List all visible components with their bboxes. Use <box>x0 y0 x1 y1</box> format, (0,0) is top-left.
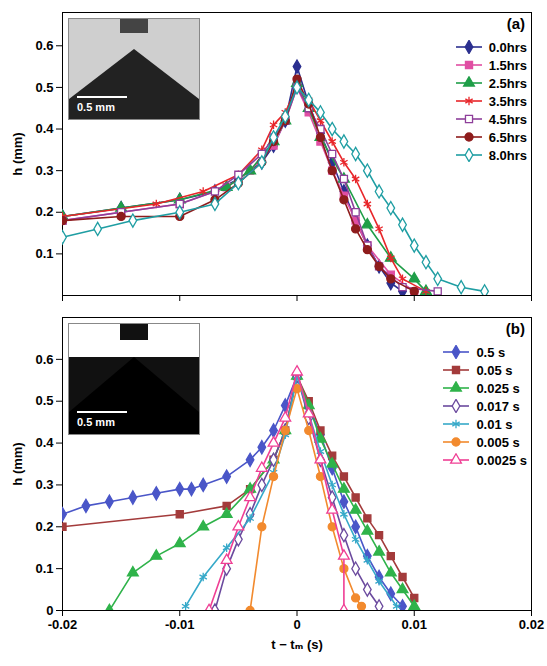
svg-text:0.02: 0.02 <box>519 617 544 632</box>
svg-text:h (mm): h (mm) <box>10 442 25 485</box>
svg-text:0.01: 0.01 <box>402 617 427 632</box>
svg-text:0.5: 0.5 <box>35 80 53 95</box>
svg-text:t − tₘ (s): t − tₘ (s) <box>271 637 323 652</box>
html-text:8.0hrs: 8.0hrs <box>488 147 527 163</box>
html-text:(a): (a) <box>506 15 525 32</box>
svg-text:0.6: 0.6 <box>35 352 53 367</box>
svg-text:0.2: 0.2 <box>35 519 53 534</box>
svg-text:0.6: 0.6 <box>35 38 53 53</box>
html-text:0.017 s: 0.017 s <box>476 398 520 414</box>
html-text:2.5hrs: 2.5hrs <box>488 75 527 91</box>
html-text:0.025 s: 0.025 s <box>476 380 520 396</box>
svg-text:0.5 mm: 0.5 mm <box>77 416 115 428</box>
html-text:0.0025 s: 0.0025 s <box>476 452 527 468</box>
svg-text:0: 0 <box>293 617 300 632</box>
svg-text:0.1: 0.1 <box>35 561 53 576</box>
svg-text:0: 0 <box>46 603 53 618</box>
svg-text:0.3: 0.3 <box>35 477 53 492</box>
html-text:1.5hrs: 1.5hrs <box>488 57 527 73</box>
html-text:3.5hrs: 3.5hrs <box>488 93 527 109</box>
svg-text:0.5 mm: 0.5 mm <box>77 101 115 113</box>
svg-text:-0.02: -0.02 <box>48 617 78 632</box>
svg-text:0.4: 0.4 <box>35 121 54 136</box>
svg-text:0.1: 0.1 <box>35 246 53 261</box>
svg-text:h (mm): h (mm) <box>10 132 25 175</box>
html-text:0.0hrs: 0.0hrs <box>488 39 527 55</box>
svg-text:-0.01: -0.01 <box>165 617 195 632</box>
html-text:(b): (b) <box>505 320 525 337</box>
html-text:0.01 s: 0.01 s <box>476 416 513 432</box>
svg-text:0.5: 0.5 <box>35 393 53 408</box>
html-text:4.5hrs: 4.5hrs <box>488 111 527 127</box>
html-text:0.005 s: 0.005 s <box>476 434 520 450</box>
html-text:6.5hrs: 6.5hrs <box>488 129 527 145</box>
html-text:0.5 s: 0.5 s <box>476 344 506 360</box>
svg-text:0.3: 0.3 <box>35 163 53 178</box>
svg-text:0.2: 0.2 <box>35 204 53 219</box>
svg-text:0.4: 0.4 <box>35 435 54 450</box>
html-text:0.05 s: 0.05 s <box>476 362 513 378</box>
